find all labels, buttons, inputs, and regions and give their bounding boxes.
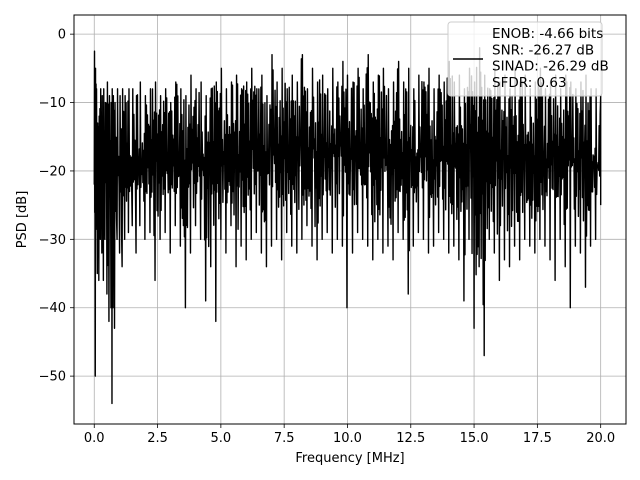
legend-box: [447, 21, 603, 97]
legend-sinad: SINAD: -26.29 dB: [492, 59, 609, 75]
legend: ENOB: -4.66 bits SNR: -26.27 dB SINAD: -…: [447, 21, 609, 97]
y-tick-label: −20: [39, 164, 66, 179]
x-axis-ticks: 0.0 2.5 5.0 7.5 10.0 12.5 15.0 17.5 20.0: [84, 424, 615, 446]
psd-series: [93, 47, 602, 405]
y-tick-label: −40: [39, 301, 66, 316]
x-tick-label: 5.0: [211, 431, 232, 446]
axes-frame: [73, 14, 627, 425]
x-tick-label: 20.0: [586, 431, 615, 446]
x-tick-label: 7.5: [274, 431, 295, 446]
x-tick-label: 10.0: [333, 431, 362, 446]
x-tick-label: 15.0: [460, 431, 489, 446]
y-axis-ticks: 0 −10 −20 −30 −40 −50: [39, 28, 74, 385]
psd-trace: [93, 47, 602, 405]
legend-sfdr: SFDR: 0.63: [492, 75, 567, 91]
legend-snr: SNR: -26.27 dB: [492, 42, 594, 58]
y-axis-label: PSD [dB]: [15, 191, 30, 249]
y-tick-label: −30: [39, 233, 66, 248]
x-tick-label: 17.5: [523, 431, 552, 446]
y-tick-label: −50: [39, 370, 66, 385]
legend-enob: ENOB: -4.66 bits: [492, 26, 603, 42]
x-axis-label: Frequency [MHz]: [295, 451, 404, 466]
x-tick-label: 12.5: [396, 431, 425, 446]
x-tick-label: 0.0: [84, 431, 105, 446]
x-tick-label: 2.5: [147, 431, 168, 446]
y-tick-label: −10: [39, 96, 66, 111]
y-tick-label: 0: [58, 28, 66, 43]
